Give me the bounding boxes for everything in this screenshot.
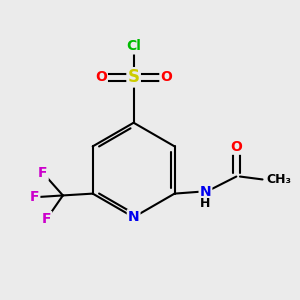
Text: CH₃: CH₃ <box>267 173 292 186</box>
Text: F: F <box>42 212 51 226</box>
Text: S: S <box>128 68 140 86</box>
Text: F: F <box>30 190 39 204</box>
Text: H: H <box>200 197 211 210</box>
Text: Cl: Cl <box>126 39 141 53</box>
Text: O: O <box>160 70 172 84</box>
Text: F: F <box>38 166 48 180</box>
Text: N: N <box>128 210 140 224</box>
Text: O: O <box>230 140 242 154</box>
Text: N: N <box>200 185 211 199</box>
Text: O: O <box>95 70 107 84</box>
